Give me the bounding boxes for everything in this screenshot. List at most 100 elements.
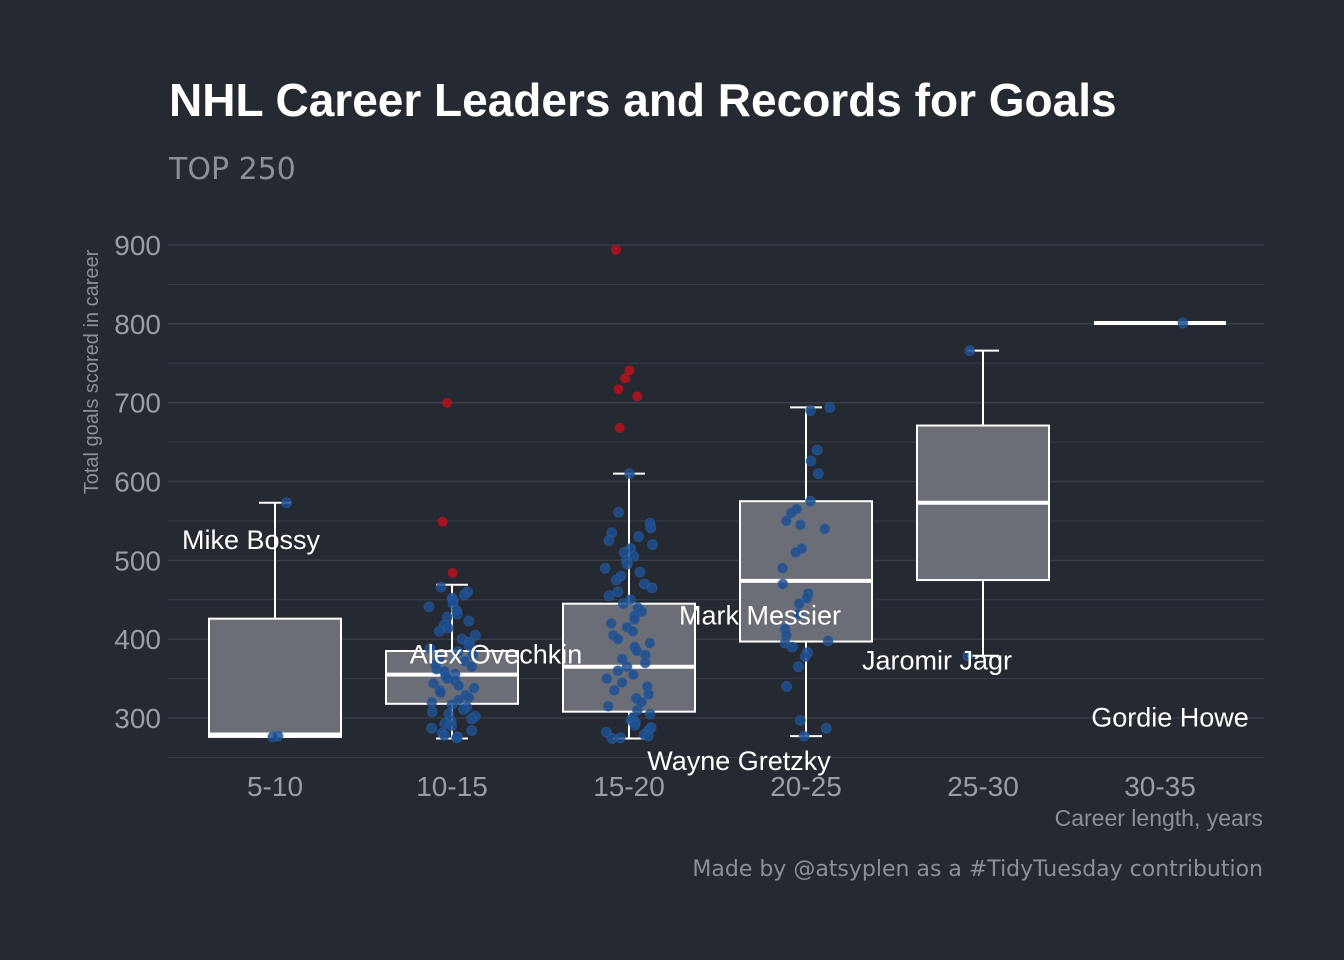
outlier-point [620,373,631,384]
box-20-25 [739,406,873,738]
data-point [794,519,806,531]
data-point [631,704,643,716]
data-point [281,497,293,509]
data-point [621,661,633,673]
boxes [208,321,1226,740]
data-point [624,468,636,480]
y-tick-label: 300 [114,703,161,734]
outlier-point [610,244,621,255]
data-point [627,625,639,637]
data-point [433,625,445,637]
data-point [469,629,481,641]
data-point [467,649,479,661]
x-tick-label: 20-25 [770,771,842,802]
data-point [799,651,811,663]
annotation-label: Gordie Howe [1091,702,1249,732]
data-point [820,722,832,734]
data-point [798,730,810,742]
data-point [964,345,976,357]
y-tick-label: 400 [114,624,161,655]
data-point [781,680,793,692]
data-point [435,687,447,699]
data-point [466,713,478,725]
data-point [606,732,618,744]
x-tick-label: 15-20 [593,771,665,802]
data-point [603,590,615,602]
outlier-point [624,365,635,376]
x-tick-label: 30-35 [1124,771,1196,802]
data-point [423,601,435,613]
data-point [468,682,480,694]
data-point [642,730,654,742]
data-point [426,722,438,734]
data-point [792,661,804,673]
data-point [438,729,450,741]
x-axis-ticks: 5-10 10-15 15-20 20-25 25-30 30-35 [247,771,1196,802]
data-point [453,680,465,692]
data-point [646,582,658,594]
data-point [792,608,804,620]
data-point [644,708,656,720]
data-point [466,661,478,673]
data-point [424,643,436,655]
box-body [208,617,342,738]
data-point [599,562,611,574]
outlier-point [437,516,448,527]
data-point [786,641,798,653]
annotation-label: Jaromir Jagr [862,646,1012,676]
data-point [629,719,641,731]
data-point [627,669,639,681]
data-point [794,714,806,726]
data-point [633,531,645,543]
data-point [639,657,651,669]
data-point [617,598,629,610]
annotations: Mike Bossy Alex Ovechkin Wayne Gretzky Mark… [182,525,1249,776]
outlier-point [447,567,458,578]
y-tick-label: 500 [114,545,161,576]
data-point [805,455,817,467]
y-axis-label: Total goals scored in career [81,249,103,494]
x-tick-label: 25-30 [947,771,1019,802]
data-point [645,522,657,534]
data-point [804,405,816,417]
y-tick-label: 900 [114,230,161,261]
data-point [452,646,464,658]
data-point [602,700,614,712]
data-point [608,684,620,696]
data-point [466,725,478,737]
data-point [621,558,633,570]
y-tick-label: 600 [114,467,161,498]
box-25-30 [916,349,1050,657]
annotation-label: Wayne Gretzky [647,746,831,776]
outlier-point [613,384,624,395]
data-point [435,581,447,593]
data-point [458,589,470,601]
data-point [426,696,438,708]
data-point [605,617,617,629]
data-point [1177,317,1189,329]
data-point [463,615,475,627]
chart-subtitle: TOP 250 [168,152,296,187]
data-point [616,677,628,689]
data-point [610,574,622,586]
data-point [819,523,831,535]
data-point [790,546,802,558]
data-point [634,566,646,578]
data-point [811,444,823,456]
y-tick-label: 800 [114,309,161,340]
x-tick-label: 5-10 [247,771,303,802]
data-point [451,608,463,620]
data-point [601,673,613,685]
data-point [463,639,475,651]
chart-title: NHL Career Leaders and Records for Goals [169,74,1117,126]
y-axis-ticks: 300 400 500 600 700 800 900 [114,230,161,734]
y-tick-label: 700 [114,388,161,419]
data-points [267,244,1189,744]
x-tick-label: 10-15 [416,771,488,802]
outlier-point [632,391,643,402]
gridlines [168,244,1264,758]
chart-caption: Made by @atsyplen as a #TidyTuesday cont… [692,857,1263,882]
data-point [812,468,824,480]
annotation-label: Mike Bossy [182,525,321,555]
